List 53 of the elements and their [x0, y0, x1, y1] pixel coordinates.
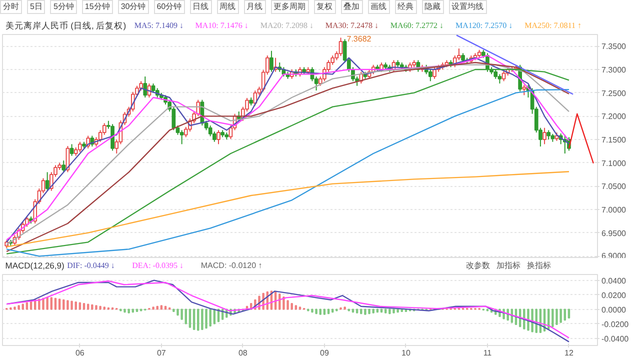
text: 分时: [0, 0, 22, 14]
text: MA10: 7.1476 ↓: [195, 21, 248, 30]
y-tick-label: 0.0400: [602, 276, 627, 286]
text: MA5: 7.1409 ↓: [134, 21, 184, 30]
text: 5日: [27, 0, 46, 14]
y-tick-label: -0.0400: [602, 334, 630, 344]
series-label: DIF: -0.0449 ↓: [67, 261, 115, 270]
x-tick-label: 08: [238, 348, 248, 358]
y-tick-label: 6.9500: [602, 228, 627, 238]
y-tick-label: 7.1000: [602, 158, 627, 168]
text: MA60: 7.2772 ↓: [390, 21, 444, 30]
series-label: DEA: -0.0395 ↓: [132, 261, 184, 270]
text: 60分钟: [154, 0, 185, 14]
y-tick-label: 0.0200: [602, 290, 627, 300]
x-tick-label: 11: [483, 348, 492, 358]
text: 30分钟: [118, 0, 149, 14]
x-tick-label: 09: [320, 348, 330, 358]
text: 5分钟: [50, 0, 77, 14]
text: 叠加: [340, 0, 363, 14]
text: 经典: [394, 0, 417, 14]
x-tick-label: 07: [156, 348, 166, 358]
y-tick-label: 7.2000: [602, 112, 627, 122]
text: 换指标: [527, 261, 552, 270]
y-tick-label: 7.0000: [602, 206, 627, 214]
annotation: 7.3682: [346, 34, 372, 44]
y-tick-label: 0.0000: [602, 305, 627, 314]
text: MACD: -0.0120 ↑: [200, 261, 262, 270]
x-tick-label: 10: [402, 348, 411, 358]
text: 15分钟: [82, 0, 113, 14]
text: 日线: [190, 0, 212, 14]
y-tick-label: 7.0500: [602, 182, 627, 192]
y-tick-label: 7.1500: [602, 136, 627, 144]
text: 画线: [368, 0, 390, 14]
text: 加指标: [496, 261, 521, 270]
text: MA120: 7.2570 ↓: [455, 21, 513, 30]
text: MA30: 7.2478 ↓: [325, 21, 379, 30]
y-tick-label: 7.2500: [602, 88, 627, 98]
text: 更多周期: [270, 0, 309, 14]
text: 月线: [244, 0, 266, 14]
text: 隐藏: [422, 0, 444, 14]
text: MA20: 7.2098 ↓: [260, 21, 314, 30]
text: 周线: [216, 0, 239, 14]
text: MA250: 7.0811 ↑: [524, 21, 582, 30]
y-tick-label: 7.3500: [602, 42, 627, 52]
x-tick-label: 06: [75, 348, 85, 358]
y-tick-label: -0.0200: [602, 320, 630, 329]
chart-title: MACD(12,26,9): [5, 260, 64, 270]
chart-title: 美元离岸人民币 (日线, 后复权): [5, 20, 126, 30]
text: 设置均线: [448, 0, 487, 14]
text: 复权: [314, 0, 336, 14]
y-tick-label: 7.3000: [602, 66, 627, 74]
text: 改参数: [466, 261, 490, 270]
x-tick-label: 12: [564, 348, 574, 358]
